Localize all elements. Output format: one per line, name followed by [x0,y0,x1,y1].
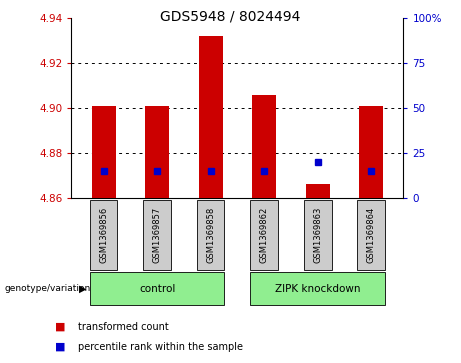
Text: genotype/variation: genotype/variation [5,284,91,293]
Text: control: control [139,284,175,294]
Text: GSM1369862: GSM1369862 [260,207,269,263]
Text: transformed count: transformed count [78,322,169,332]
Bar [359,106,383,198]
Bar [145,106,169,198]
Bar [92,106,116,198]
Text: GSM1369858: GSM1369858 [206,207,215,263]
Text: GSM1369857: GSM1369857 [153,207,162,263]
Text: GSM1369864: GSM1369864 [367,207,376,263]
Text: GSM1369856: GSM1369856 [99,207,108,263]
Text: GSM1369863: GSM1369863 [313,207,322,263]
Text: ▶: ▶ [79,284,87,294]
Bar [306,184,330,198]
Bar [252,94,276,198]
Text: percentile rank within the sample: percentile rank within the sample [78,342,243,352]
Text: ■: ■ [55,322,65,332]
Bar [199,36,223,198]
Text: GDS5948 / 8024494: GDS5948 / 8024494 [160,9,301,23]
Text: ZIPK knockdown: ZIPK knockdown [275,284,361,294]
Text: ■: ■ [55,342,65,352]
